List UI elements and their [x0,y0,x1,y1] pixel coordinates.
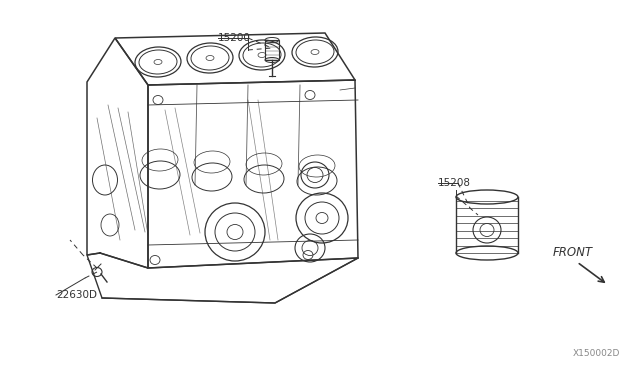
Text: 15208: 15208 [438,178,471,188]
Text: 22630D: 22630D [56,290,97,300]
Text: X150002D: X150002D [573,349,620,358]
Text: 15200: 15200 [218,33,251,43]
Text: FRONT: FRONT [553,246,593,259]
